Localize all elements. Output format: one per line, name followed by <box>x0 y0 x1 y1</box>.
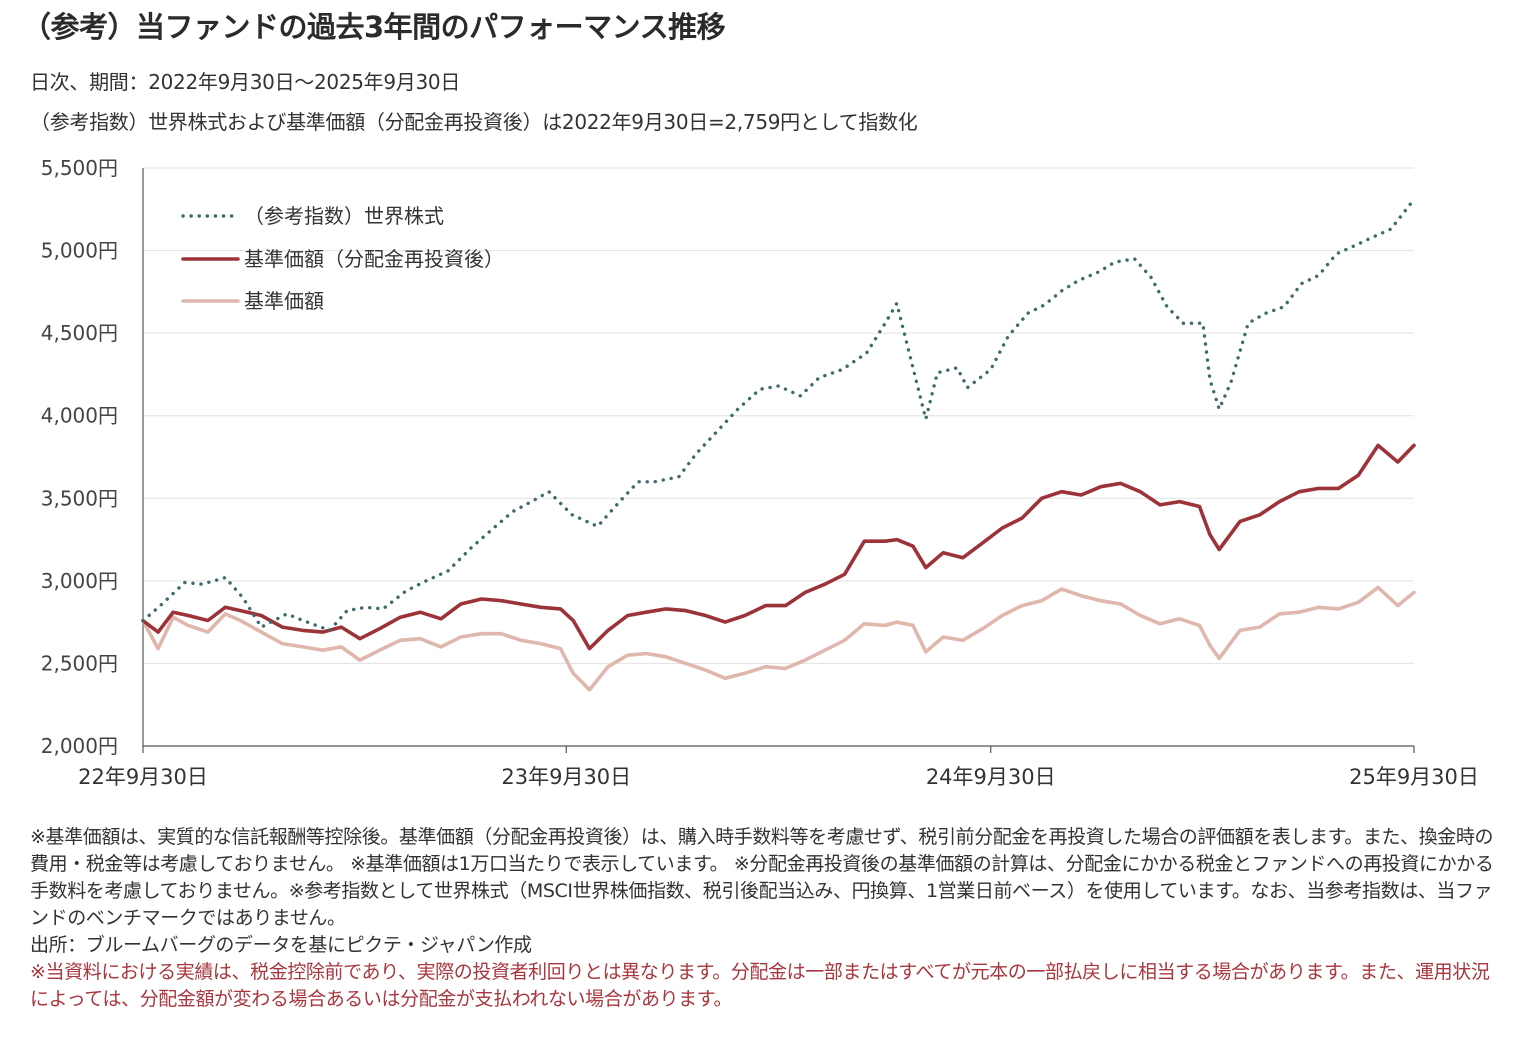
legend-label-0: （参考指数）世界株式 <box>244 204 444 228</box>
footnote-warning: ※当資料における実績は、税金控除前であり、実際の投資者利回りとは異なります。分配… <box>30 961 1490 1010</box>
x-axis: 22年9月30日 23年9月30日 24年9月30日 25年9月30日 <box>78 745 1479 789</box>
y-tick-label: 3,000円 <box>41 569 118 593</box>
series-lines <box>141 197 1416 692</box>
x-tick-label: 22年9月30日 <box>78 765 208 789</box>
x-tick-label: 24年9月30日 <box>926 765 1056 789</box>
y-tick-label: 3,500円 <box>41 486 118 510</box>
series-line-1 <box>141 443 1416 651</box>
y-tick-label: 4,500円 <box>41 321 118 345</box>
y-tick-label: 5,500円 <box>41 156 118 180</box>
legend-label-2: 基準価額 <box>244 289 324 313</box>
y-tick-label: 2,000円 <box>41 734 118 758</box>
y-axis: 2,000円 2,500円 3,000円 3,500円 4,000円 4,500円 5,00… <box>41 156 144 758</box>
x-tick-label: 25年9月30日 <box>1349 765 1479 789</box>
y-tick-label: 5,000円 <box>41 239 118 263</box>
footnotes: ※基準価額は、実質的な信託報酬等控除後。基準価額（分配金再投資後）は、購入時手数… <box>30 824 1500 1013</box>
x-tick-label: 23年9月30日 <box>501 765 631 789</box>
footnote-source: 出所：ブルームバーグのデータを基にピクテ・ジャパン作成 <box>30 934 532 956</box>
page-title: （参考）当ファンドの過去3年間のパフォーマンス推移 <box>22 10 726 44</box>
grid-lines <box>143 167 1414 664</box>
y-tick-label: 2,500円 <box>41 651 118 675</box>
chart-index-subtitle: （参考指数）世界株式および基準価額（分配金再投資後）は2022年9月30日=2,… <box>30 110 918 134</box>
footnote-disclaimer: ※基準価額は、実質的な信託報酬等控除後。基準価額（分配金再投資後）は、購入時手数… <box>30 826 1494 929</box>
legend-label-1: 基準価額（分配金再投資後） <box>244 247 504 271</box>
series-line-0 <box>141 197 1416 633</box>
series-line-2 <box>141 585 1416 692</box>
performance-line-chart: 2,000円 2,500円 3,000円 3,500円 4,000円 4,500円 5,00… <box>41 156 1479 789</box>
chart-period-subtitle: 日次、期間：2022年9月30日～2025年9月30日 <box>30 70 461 94</box>
y-tick-label: 4,000円 <box>41 404 118 428</box>
